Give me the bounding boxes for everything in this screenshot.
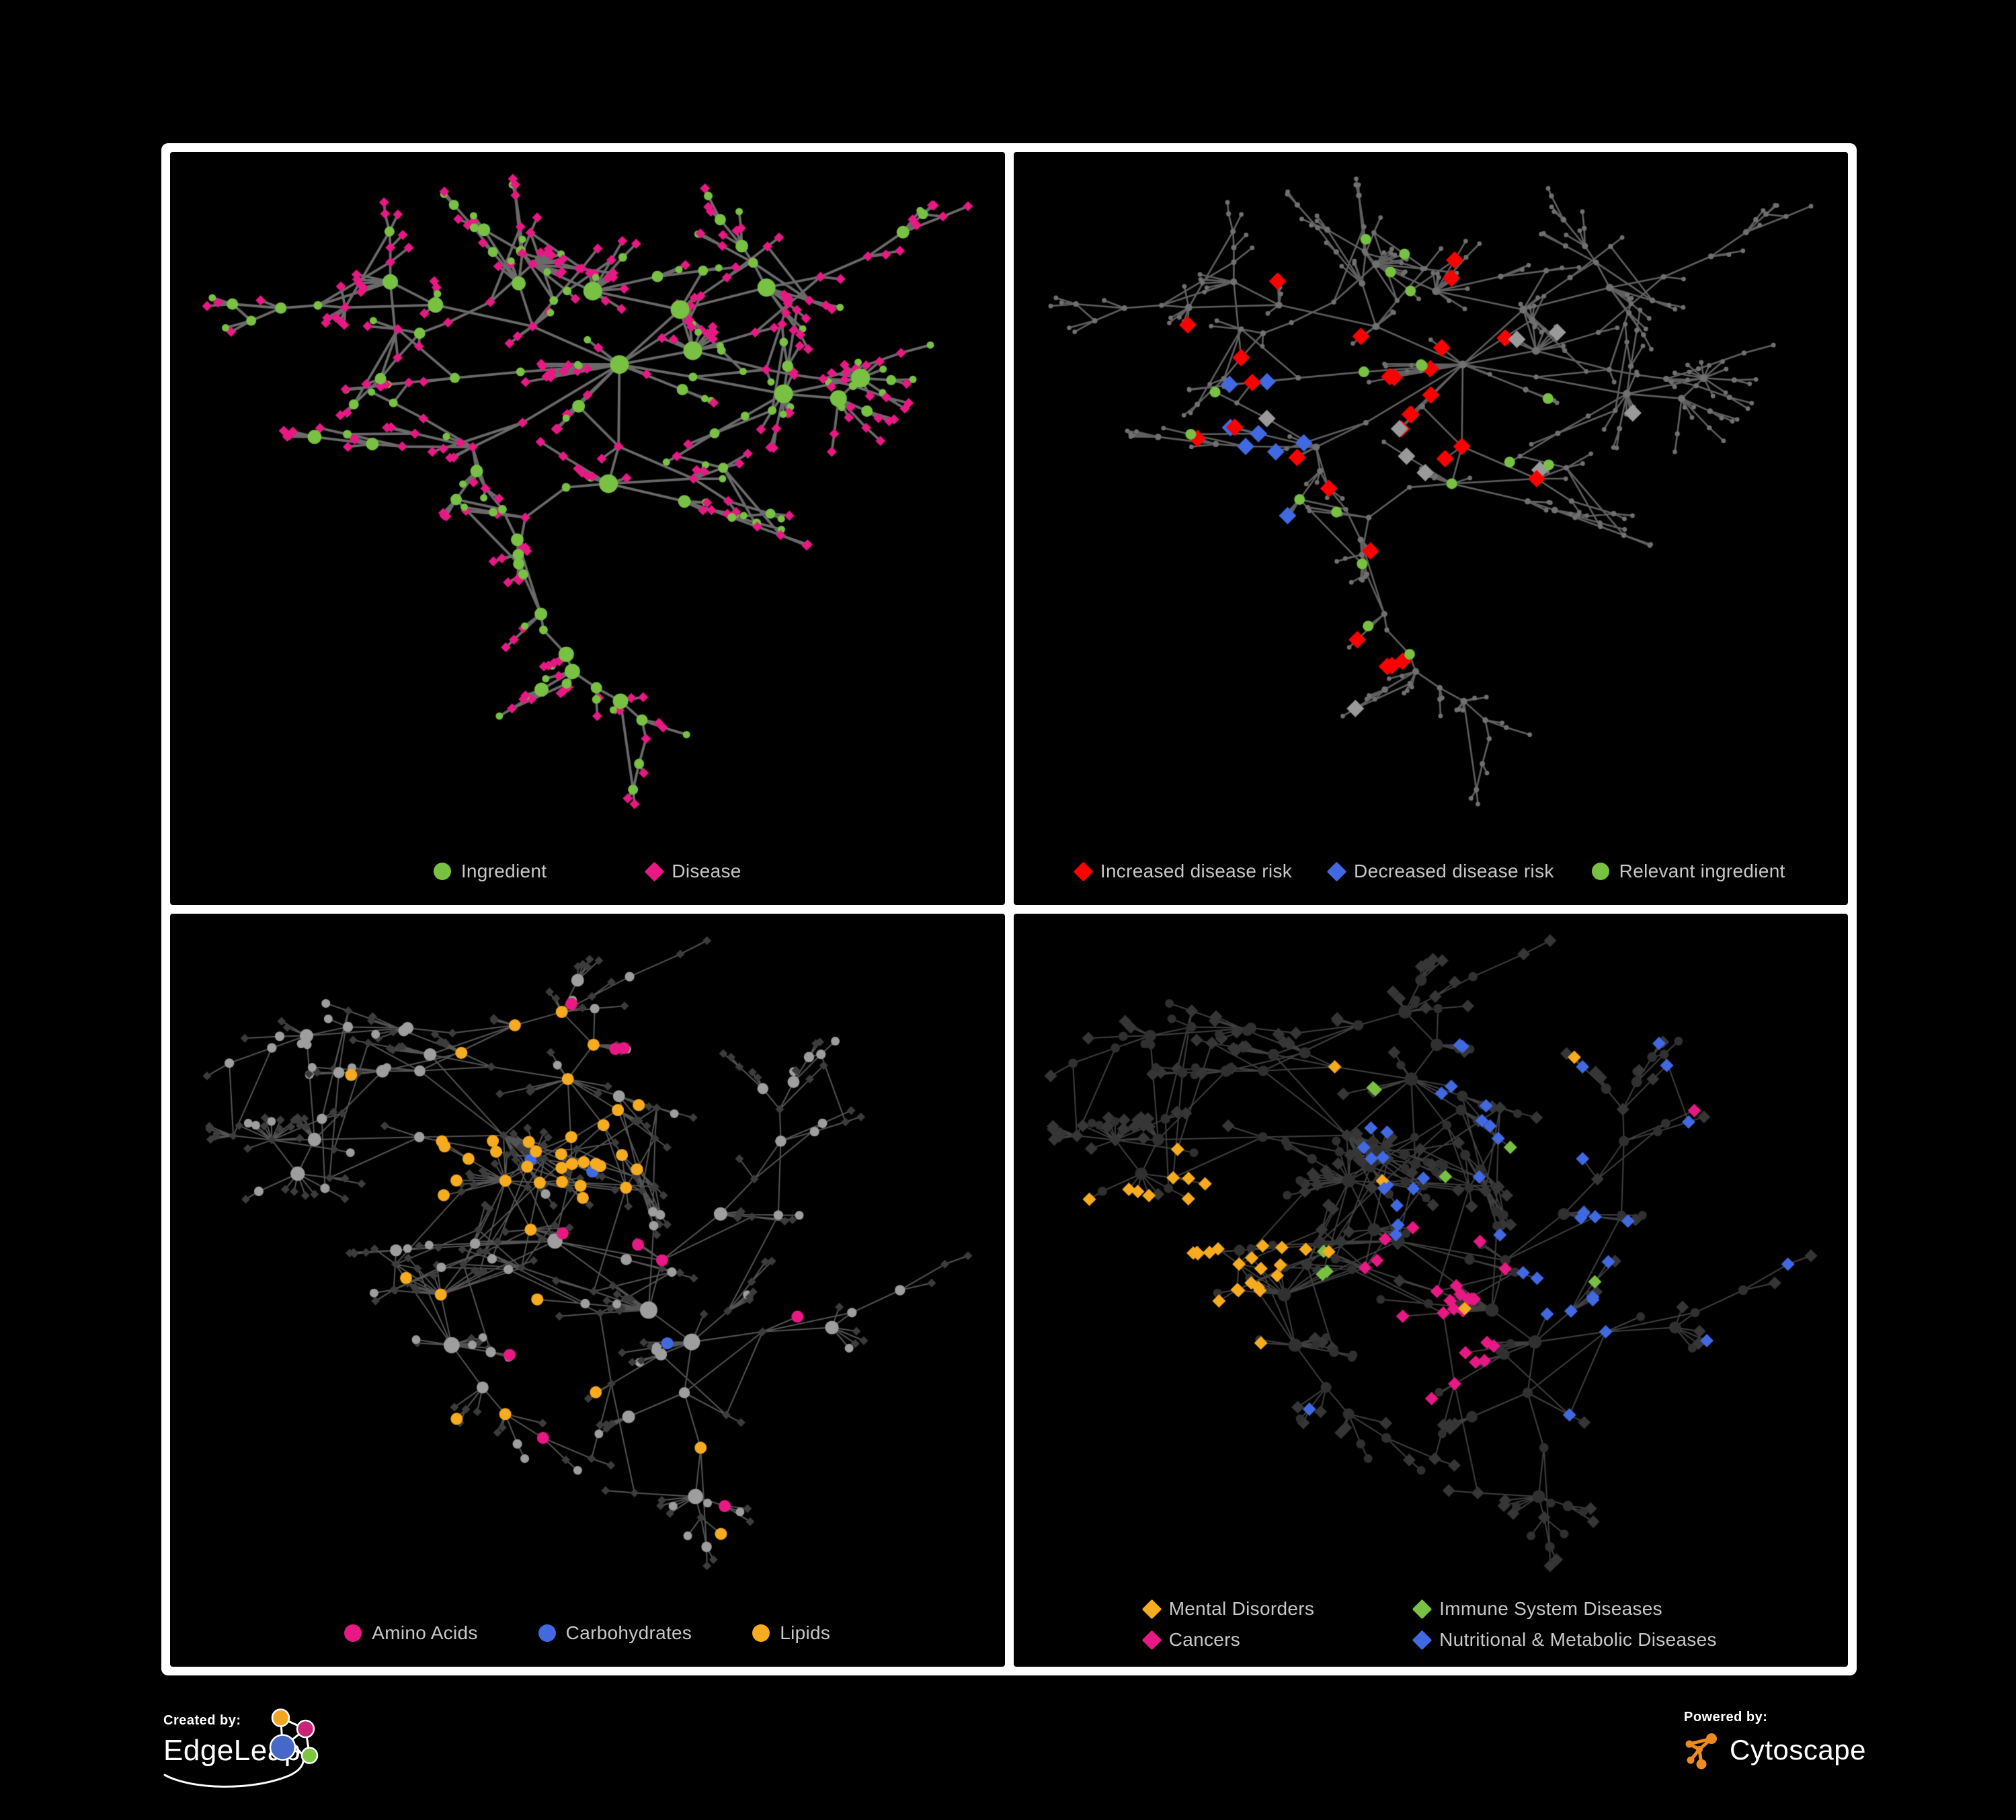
legend-label: Mental Disorders [1168,1598,1315,1619]
legend-item: Carbohydrates [538,1622,692,1644]
legend-label: Ingredient [460,861,547,881]
legend-label: Decreased disease risk [1354,861,1554,881]
network-canvas-disease-risk [1013,152,1848,905]
legend-item: Immune System Diseases [1412,1598,1717,1620]
relevant-ingredient-marker-icon [1591,863,1609,880]
panel-disease-categories: Mental Disorders Immune System Diseases … [1013,914,1849,1667]
legend-label: Carbohydrates [565,1622,692,1643]
cytoscape-logo [1685,1733,1717,1770]
network-panels-grid: Ingredient Disease Increased disease ris… [161,143,1857,1675]
legend-item: Increased disease risk [1073,861,1293,882]
legend-label: Nutritional & Metabolic Diseases [1439,1629,1717,1650]
edgeleap-brand: EdgeLeap [163,1734,301,1767]
legend-item: Amino Acids [344,1622,477,1644]
powered-by-label: Powered by: [1684,1710,1768,1725]
panel-disease-risk: Increased disease risk Decreased disease… [1013,152,1849,905]
lipids-marker-icon [752,1624,770,1642]
legend-item: Lipids [752,1622,830,1644]
carbohydrates-marker-icon [538,1624,556,1642]
legend-label: Amino Acids [372,1622,478,1643]
network-canvas-nutrient-classes [170,914,1005,1667]
legend-item: Cancers [1141,1629,1314,1651]
legend-label: Disease [672,861,741,881]
created-by-label: Created by: [163,1713,241,1728]
legend-item: Nutritional & Metabolic Diseases [1412,1629,1717,1651]
legend-label: Immune System Diseases [1439,1598,1662,1619]
legend-item: Relevant ingredient [1591,861,1785,882]
legend-item: Mental Disorders [1141,1598,1315,1620]
legend-disease-categories: Mental Disorders Immune System Diseases … [1014,1598,1849,1651]
network-canvas-disease-categories [1013,914,1848,1667]
mental-disorders-marker-icon [1141,1599,1162,1619]
panel-ingredient-disease: Ingredient Disease [170,152,1005,905]
legend-ingredient-disease: Ingredient Disease [170,861,1005,882]
cytoscape-brand: Cytoscape [1730,1734,1866,1766]
legend-item: Decreased disease risk [1326,861,1554,882]
legend-item: Disease [645,861,741,882]
decreased-risk-marker-icon [1326,861,1347,881]
powered-by-lockup: Powered by: Cytoscape [1684,1710,1966,1797]
legend-nutrient-classes: Amino Acids Carbohydrates Lipids [170,1622,1005,1644]
legend-label: Increased disease risk [1100,861,1293,881]
immune-diseases-marker-icon [1412,1599,1433,1619]
created-by-lockup: Created by: EdgeLeap [163,1708,385,1801]
cancers-marker-icon [1141,1630,1162,1650]
amino-acids-marker-icon [344,1624,362,1642]
legend-disease-risk: Increased disease risk Decreased disease… [1014,861,1849,882]
disease-marker-icon [645,861,665,881]
network-canvas-ingredient-disease [170,152,1005,905]
nutritional-metabolic-marker-icon [1412,1630,1433,1650]
panel-nutrient-classes: Amino Acids Carbohydrates Lipids [170,914,1005,1667]
legend-label: Lipids [780,1622,831,1643]
legend-item: Ingredient [433,861,547,882]
increased-risk-marker-icon [1073,861,1094,881]
legend-label: Relevant ingredient [1619,861,1785,881]
legend-label: Cancers [1168,1629,1241,1650]
ingredient-marker-icon [433,863,451,880]
